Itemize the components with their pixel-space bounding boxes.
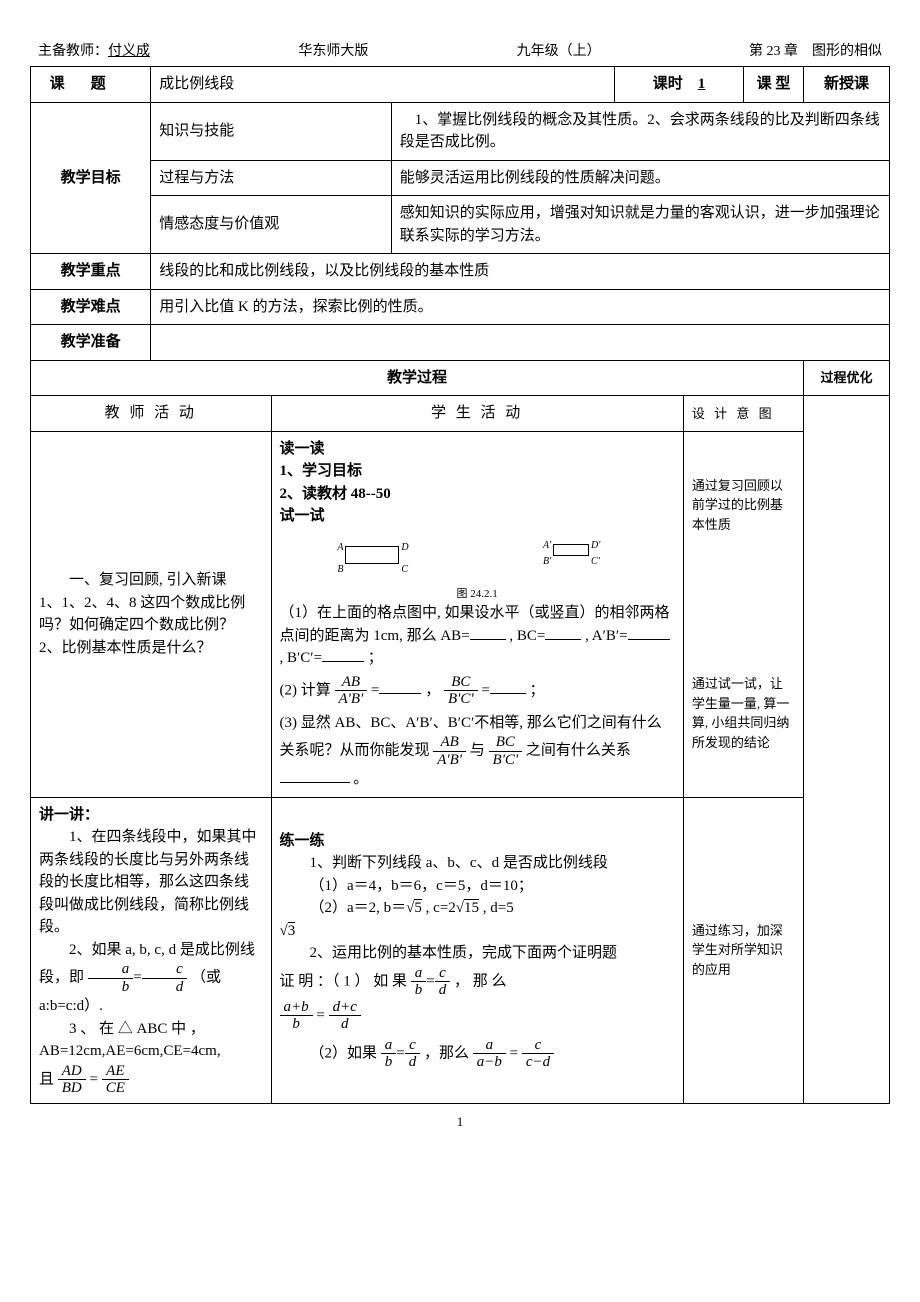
knowledge-label: 知识与技能 bbox=[151, 102, 392, 160]
optimization-label: 过程优化 bbox=[804, 360, 890, 396]
knowledge-value: 1、掌握比例线段的概念及其性质。2、会求两条线段的比及判断四条线段是否成比例。 bbox=[391, 102, 889, 160]
grade: 九年级（上） bbox=[517, 40, 601, 60]
page-header: 主备教师：付义成 华东师大版 九年级（上） 第 23 章 图形的相似 bbox=[30, 40, 890, 67]
prep-label: 教学准备 bbox=[31, 325, 151, 361]
design-block-2: 通过练习，加深学生对所学知识的应用 bbox=[683, 797, 803, 1103]
topic-value: 成比例线段 bbox=[151, 67, 615, 102]
attitude-label: 情感态度与价值观 bbox=[151, 196, 392, 254]
optimization-cell bbox=[804, 396, 890, 1104]
figure-24-2-1: A D B C A' D' B' C' bbox=[280, 532, 675, 582]
process-value: 能够灵活运用比例线段的性质解决问题。 bbox=[391, 160, 889, 196]
process-heading: 教学过程 bbox=[31, 360, 804, 396]
design-intent-header: 设 计 意 图 bbox=[683, 396, 803, 432]
difficulty-value: 用引入比值 K 的方法，探索比例的性质。 bbox=[151, 289, 890, 325]
teacher-label: 主备教师：付义成 bbox=[38, 40, 150, 60]
page-number: 1 bbox=[30, 1114, 890, 1130]
period-cell: 课时 1 bbox=[615, 67, 744, 102]
attitude-value: 感知知识的实际应用，增强对知识就是力量的客观认识，进一步加强理论联系实际的学习方… bbox=[391, 196, 889, 254]
prep-value bbox=[151, 325, 890, 361]
keypoint-value: 线段的比和成比例线段，以及比例线段的基本性质 bbox=[151, 254, 890, 290]
difficulty-label: 教学难点 bbox=[31, 289, 151, 325]
type-label: 课 型 bbox=[743, 67, 803, 102]
design-block-1: 通过复习回顾以前学过的比例基本性质 通过试一试，让学生量一量, 算一算, 小组共… bbox=[683, 431, 803, 797]
edition: 华东师大版 bbox=[298, 40, 368, 60]
teacher-block-2: 讲一讲： 1、在四条线段中，如果其中两条线段的长度比与另外两条线段的长度比相等，… bbox=[31, 797, 272, 1103]
student-block-1: 读一读 1、学习目标 2、读教材 48--50 试一试 A D B C A' D… bbox=[271, 431, 683, 797]
teacher-block-1: 一、复习回顾, 引入新课 1、1、2、4、8 这四个数成比例吗？如何确定四个数成… bbox=[31, 431, 272, 797]
teacher-activity-header: 教 师 活 动 bbox=[31, 396, 272, 432]
lesson-plan-table: 课题 成比例线段 课时 1 课 型 新授课 教学目标 知识与技能 1、掌握比例线… bbox=[30, 67, 890, 1104]
student-activity-header: 学 生 活 动 bbox=[271, 396, 683, 432]
process-label: 过程与方法 bbox=[151, 160, 392, 196]
objectives-label: 教学目标 bbox=[31, 102, 151, 254]
type-value: 新授课 bbox=[804, 67, 890, 102]
chapter: 第 23 章 图形的相似 bbox=[749, 40, 882, 60]
student-block-2: 练一练 1、判断下列线段 a、b、c、d 是否成比例线段 （1）a＝4，b＝6，… bbox=[271, 797, 683, 1103]
keypoint-label: 教学重点 bbox=[31, 254, 151, 290]
topic-label: 课题 bbox=[31, 67, 151, 102]
